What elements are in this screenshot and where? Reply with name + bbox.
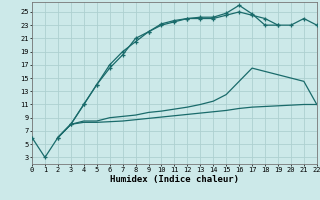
X-axis label: Humidex (Indice chaleur): Humidex (Indice chaleur) bbox=[110, 175, 239, 184]
